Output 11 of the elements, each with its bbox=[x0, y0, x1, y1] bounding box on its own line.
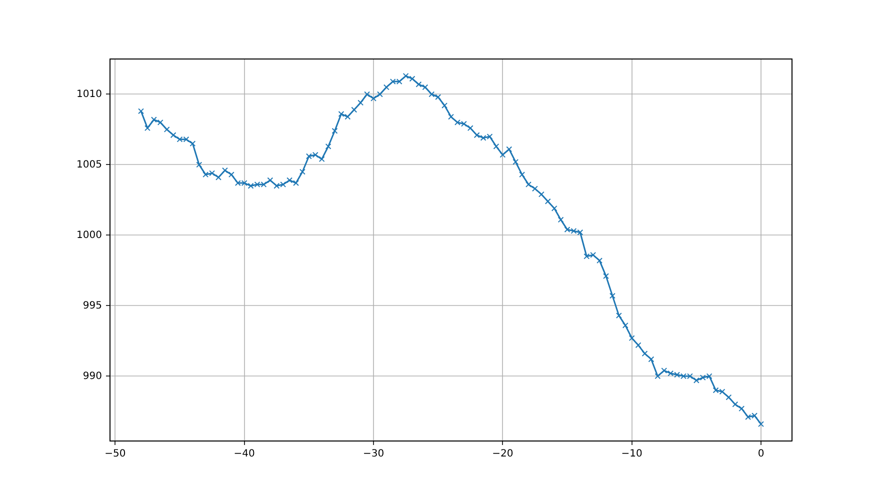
x-tick-label: −40 bbox=[234, 448, 255, 460]
y-tick-label: 1000 bbox=[76, 230, 102, 241]
y-tick-label: 990 bbox=[82, 370, 102, 382]
y-tick-label: 1010 bbox=[76, 88, 102, 100]
x-tick-label: 0 bbox=[758, 448, 764, 460]
x-tick-label: −10 bbox=[621, 448, 642, 460]
x-tick-label: −30 bbox=[362, 448, 384, 460]
x-tick-label: −20 bbox=[492, 448, 514, 460]
y-tick-label: 1005 bbox=[76, 159, 102, 170]
y-tick-label: 995 bbox=[82, 300, 102, 312]
x-tick-label: −50 bbox=[104, 448, 126, 460]
